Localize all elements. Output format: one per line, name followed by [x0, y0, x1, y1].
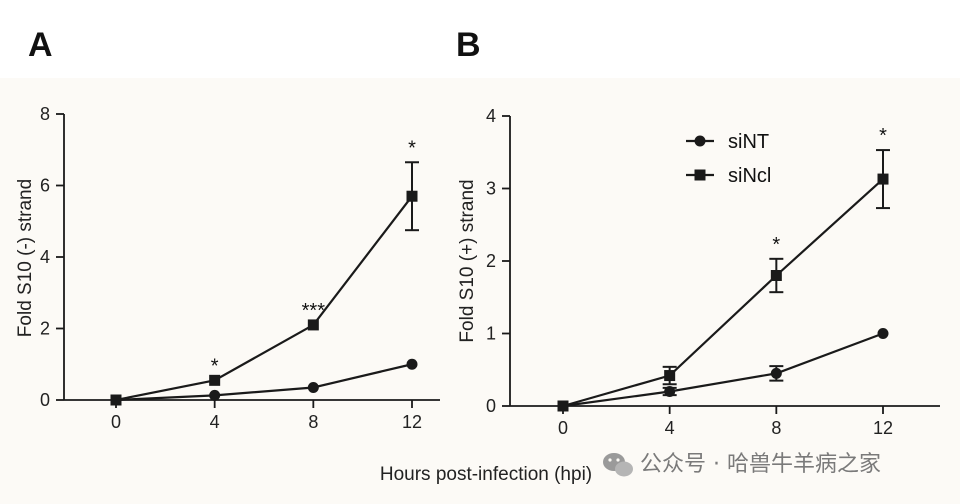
panel-a-letter: A	[28, 26, 53, 64]
legend-label-sincl: siNcl	[728, 165, 771, 187]
panel-a-significance-label: *	[408, 137, 416, 159]
panel-b-letter: B	[456, 26, 481, 64]
panel-a-y-tick-label: 2	[40, 319, 50, 339]
panel-a-series-s1-point	[110, 394, 122, 406]
panel-a-series-s1-point	[307, 319, 319, 331]
panel-a-series-s0-point	[209, 389, 221, 401]
panel-a-x-tick-label: 0	[111, 412, 121, 432]
legend-label-sint: siNT	[728, 131, 769, 153]
panel-b-y-tick-label: 2	[486, 251, 496, 271]
panel-a-ylabel: Fold S10 (-) strand	[15, 179, 36, 337]
panel-b-x-tick-label: 4	[665, 418, 675, 438]
wechat-icon	[603, 453, 633, 477]
panel-b-series-sincl-line	[562, 178, 884, 408]
panel-a-x-tick-label: 4	[210, 412, 220, 432]
panel-b-y-tick-label: 3	[486, 179, 496, 199]
legend-marker-sincl	[694, 169, 706, 181]
panel-a-y-tick-label: 8	[40, 104, 50, 124]
panel-a-series-s1-line	[115, 195, 413, 402]
panel-a-series-s0-point	[307, 381, 319, 393]
watermark: 公众号 · 哈兽牛羊病之家	[603, 452, 881, 477]
panel-a-x-tick-label: 8	[308, 412, 318, 432]
panel-b-series-sint-point	[877, 328, 889, 339]
panel-b-series-sincl-point	[770, 270, 782, 281]
panel-b-y-tick-label: 0	[486, 396, 496, 416]
panel-a-series-s0-point	[406, 358, 418, 370]
panel-b-series-sincl-point	[877, 173, 889, 185]
panel-a-series-s1-point	[406, 190, 418, 202]
panel-a-y-tick-label: 4	[40, 247, 50, 267]
panel-b-series-sincl-point	[664, 370, 676, 382]
panel-b-y-tick-label: 1	[486, 324, 496, 344]
panel-a-series-s0-line	[115, 363, 413, 402]
panel-b-x-tick-label: 12	[873, 418, 893, 438]
panel-b-series-sincl-point	[557, 400, 569, 412]
watermark-text: 公众号 · 哈兽牛羊病之家	[640, 452, 881, 477]
panel-b-significance-label: *	[879, 125, 887, 147]
panel-b-x-tick-label: 0	[558, 418, 568, 438]
legend: siNT siNcl	[686, 131, 771, 187]
panel-a-significance-label: *	[211, 355, 219, 377]
panel-b-x-tick-label: 8	[771, 418, 781, 438]
panel-b-significance-label: *	[772, 234, 780, 256]
chart-background	[0, 78, 960, 504]
panel-b-series-sint-point	[770, 367, 782, 379]
panel-a-x-tick-label: 12	[402, 412, 422, 432]
panel-a-y-tick-label: 0	[40, 390, 50, 410]
panel-b-ylabel: Fold S10 (+) strand	[457, 179, 478, 342]
panel-b-series-sint-point	[664, 386, 676, 397]
panel-a-significance-label: ***	[302, 300, 326, 322]
panel-a-y-tick-label: 6	[40, 176, 50, 196]
legend-marker-sint	[694, 135, 706, 147]
panel-a-series-s1-point	[209, 374, 221, 386]
panel-b-series-sint-line	[562, 332, 884, 408]
panel-b-y-tick-label: 4	[486, 106, 496, 126]
x-axis-title: Hours post-infection (hpi)	[380, 464, 592, 485]
